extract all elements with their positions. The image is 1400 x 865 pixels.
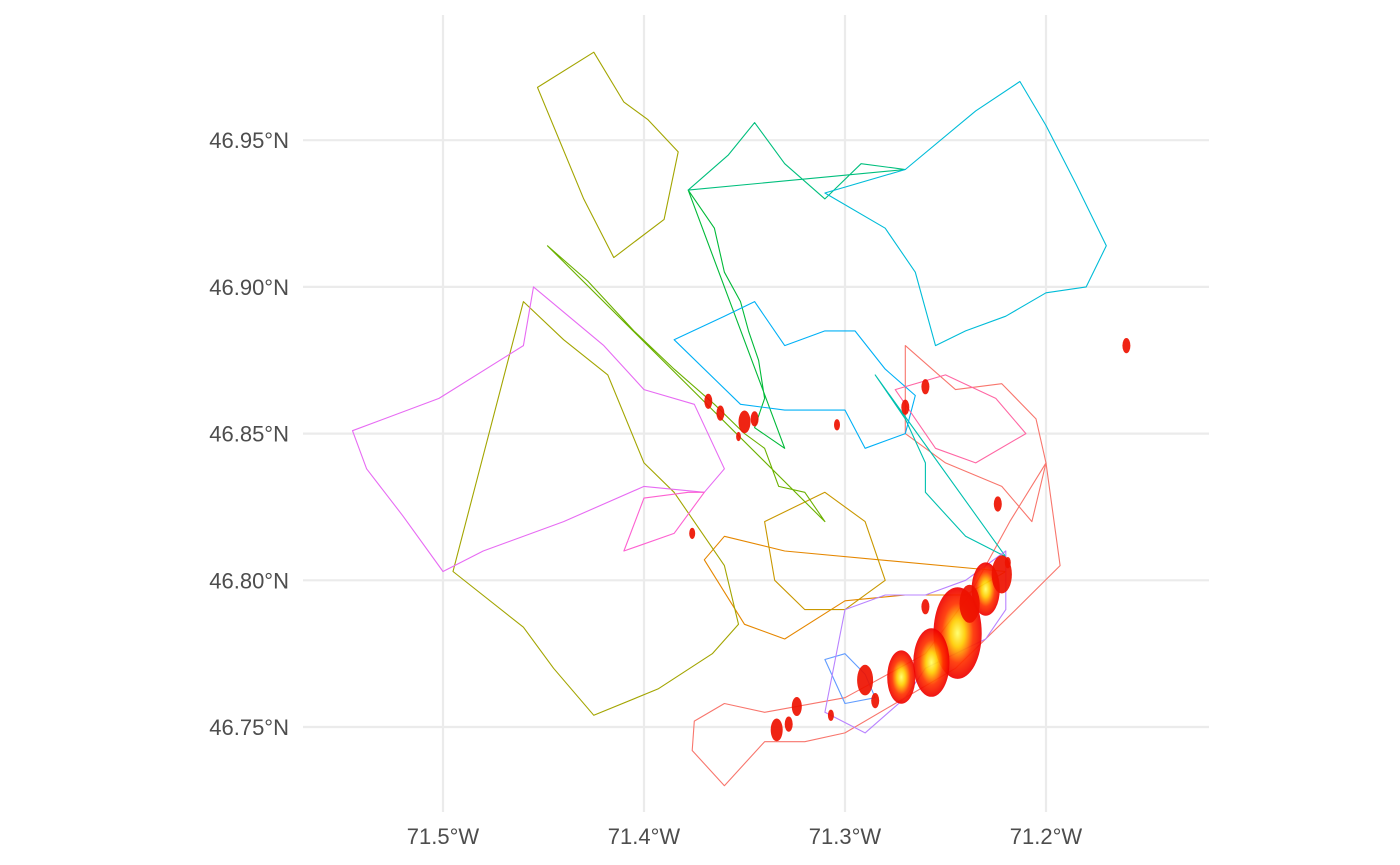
district-outline	[691, 462, 1061, 787]
density-hotspot	[887, 650, 916, 704]
district-outline	[894, 374, 1027, 464]
density-hotspot	[736, 431, 741, 442]
x-tick-label: 71.3°W	[809, 824, 882, 849]
density-hotspot	[871, 693, 880, 709]
district-outline	[904, 345, 1047, 523]
y-tick-label: 46.80°N	[209, 568, 289, 593]
density-hotspot	[750, 411, 759, 427]
density-hotspot	[901, 399, 910, 415]
district-outline	[546, 245, 826, 523]
y-tick-label: 46.90°N	[209, 275, 289, 300]
density-hotspot	[1004, 557, 1011, 569]
y-tick-label: 46.95°N	[209, 128, 289, 153]
density-hotspot	[993, 496, 1002, 512]
density-hotspot	[704, 393, 713, 409]
density-hotspot	[913, 628, 950, 697]
density-hotspots	[689, 338, 1131, 742]
district-outline	[824, 550, 1007, 734]
x-tick-label: 71.2°W	[1010, 824, 1083, 849]
district-outline	[452, 301, 740, 716]
district-outline	[673, 301, 916, 449]
density-hotspot	[770, 718, 783, 742]
density-hotspot	[784, 716, 793, 732]
y-tick-label: 46.85°N	[209, 422, 289, 447]
density-hotspot	[857, 664, 874, 696]
district-outline	[351, 286, 725, 573]
density-hotspot	[791, 697, 802, 716]
density-hotspot	[738, 410, 751, 434]
density-hotspot	[921, 379, 930, 395]
district-outline	[623, 491, 705, 552]
district-outline	[824, 80, 1107, 347]
district-outline	[703, 535, 1007, 640]
density-hotspot	[834, 419, 840, 431]
x-tick-label: 71.4°W	[608, 824, 681, 849]
density-hotspot	[689, 527, 696, 540]
grid	[303, 15, 1209, 812]
district-outline	[687, 122, 906, 200]
density-hotspot	[921, 599, 930, 615]
district-outlines	[351, 51, 1107, 787]
density-hotspot	[959, 584, 980, 623]
district-outline	[687, 189, 786, 449]
x-tick-label: 71.5°W	[407, 824, 480, 849]
district-outline	[764, 491, 886, 611]
density-hotspot	[716, 405, 725, 421]
district-outline	[536, 51, 679, 259]
density-hotspot	[1122, 338, 1131, 354]
density-hotspot	[827, 709, 834, 721]
y-tick-label: 46.75°N	[209, 715, 289, 740]
district-outline	[874, 374, 1007, 558]
axis-labels: 71.5°W 71.4°W 71.3°W 71.2°W 46.75°N 46.80°N 46…	[209, 128, 1082, 849]
